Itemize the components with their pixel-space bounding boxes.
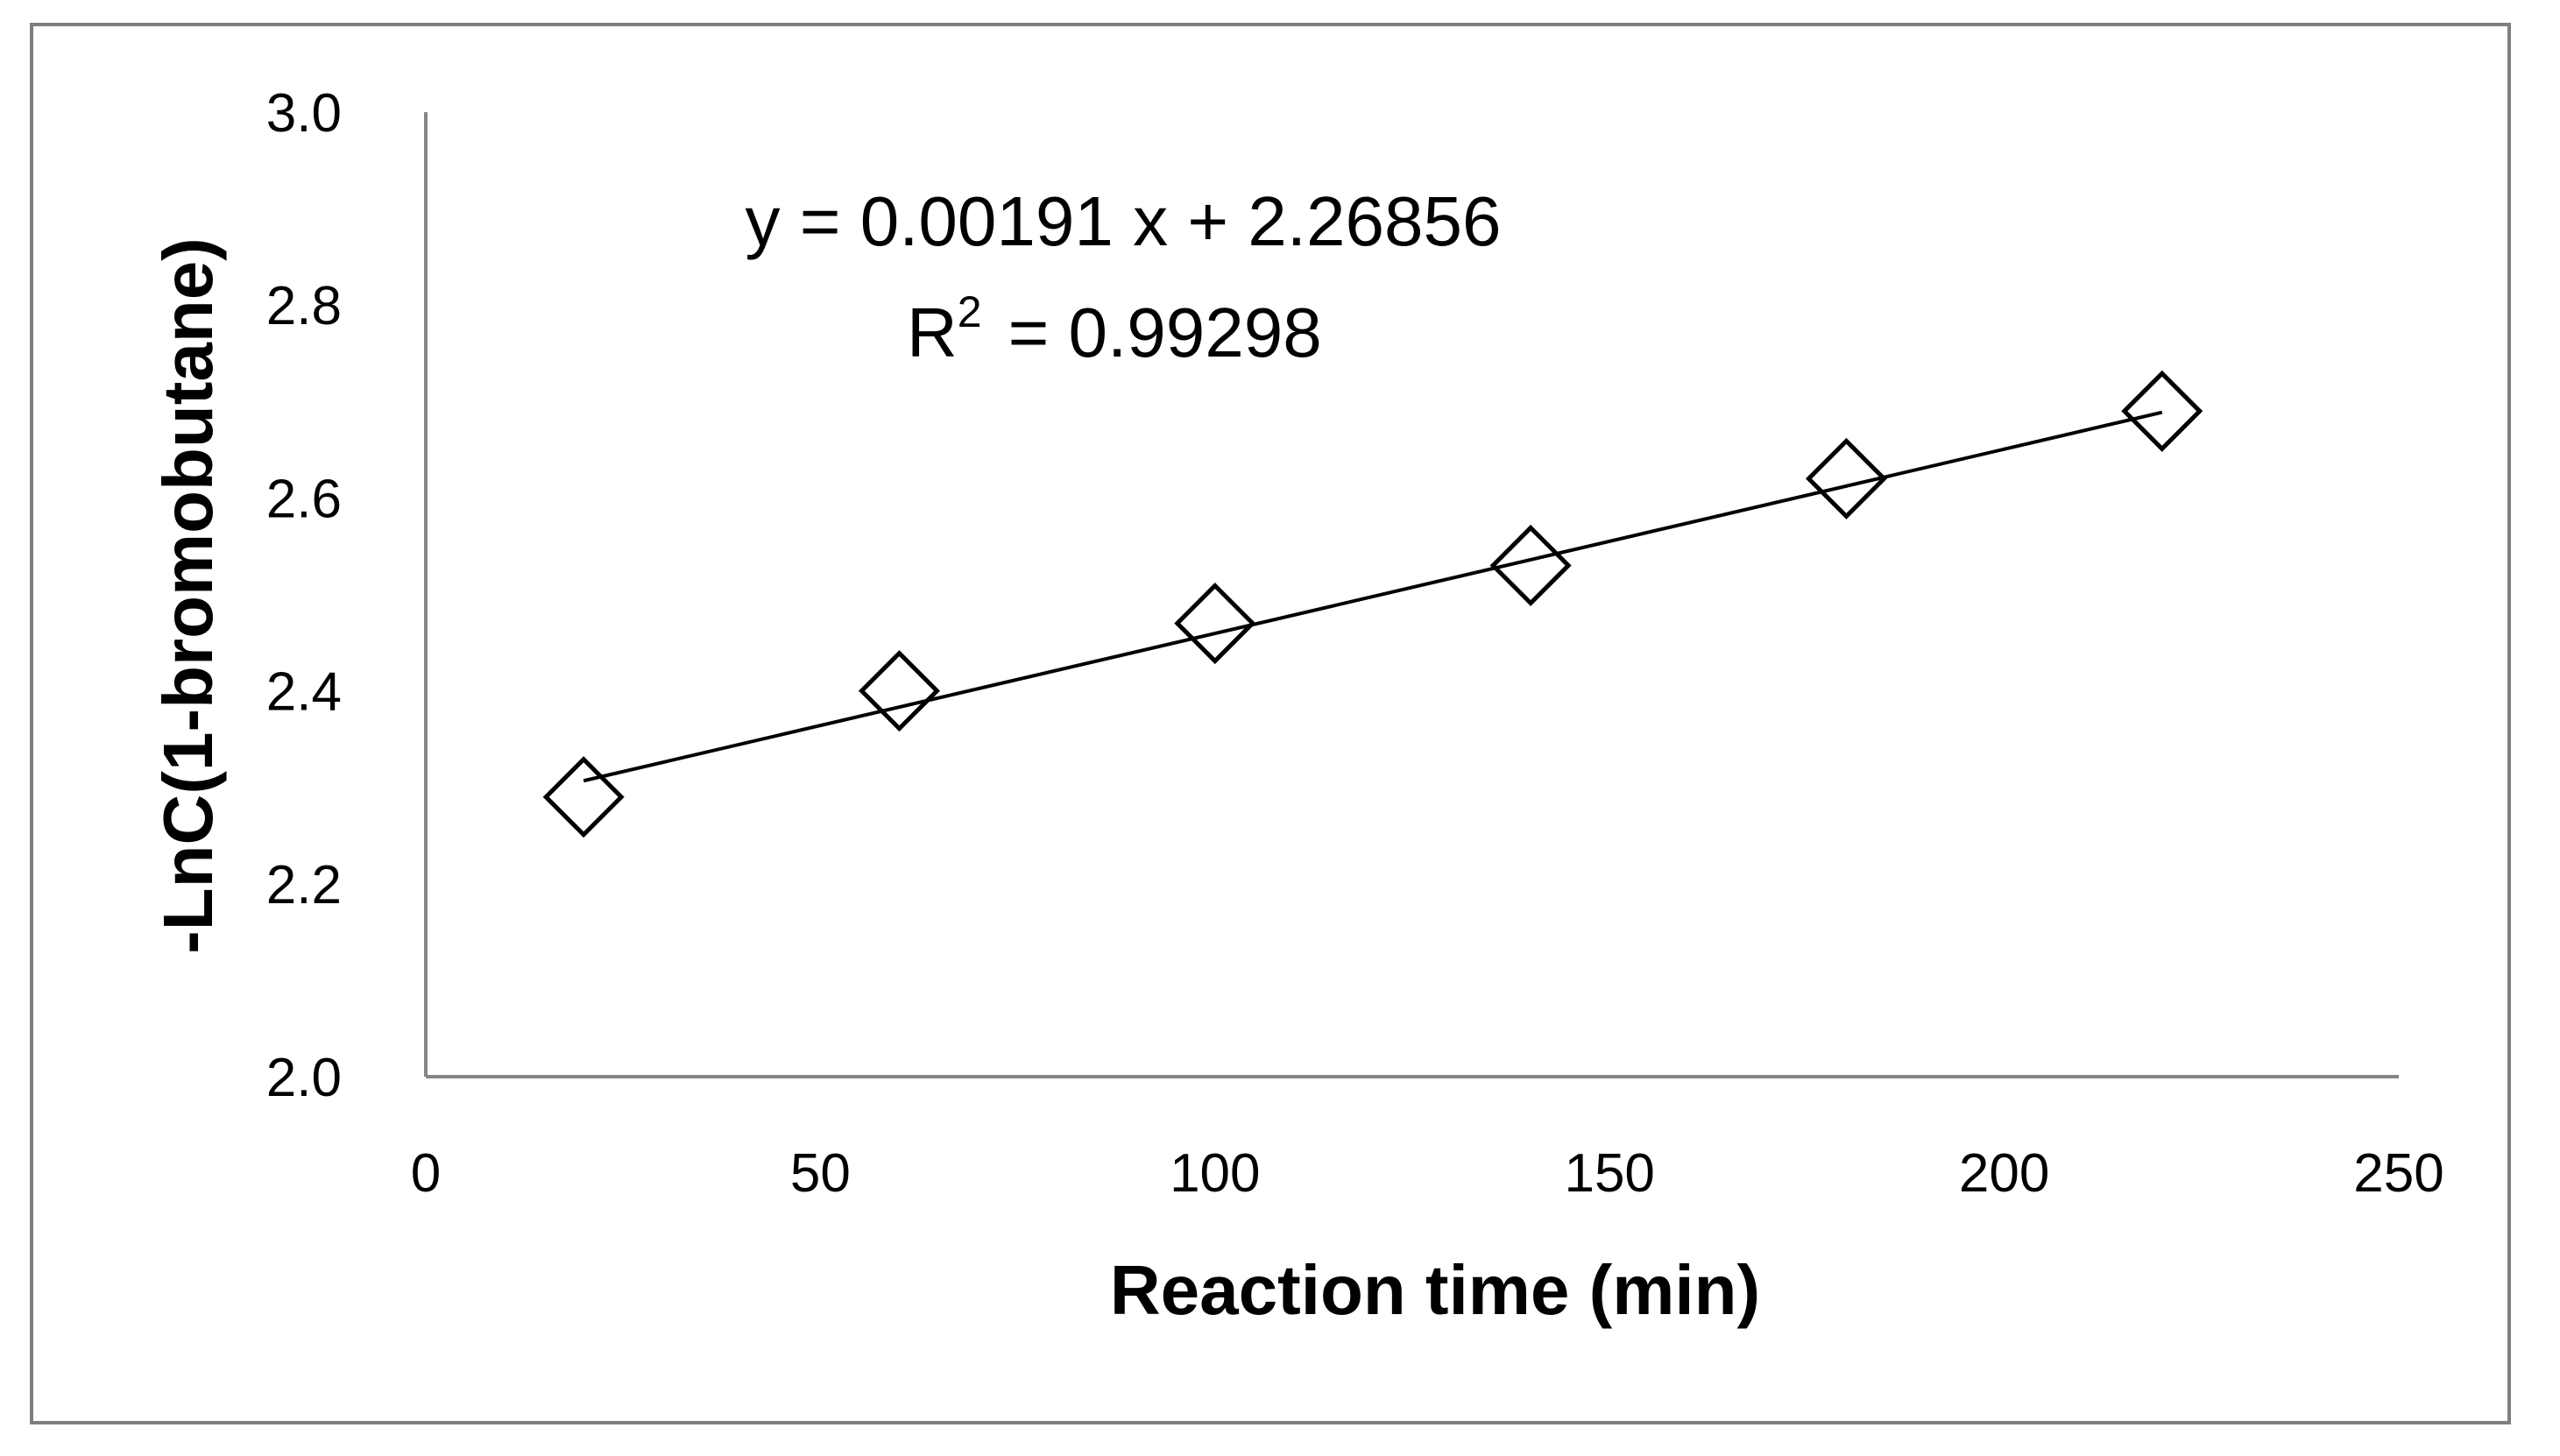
x-tick-label: 150	[1564, 1143, 1654, 1204]
x-tick-label: 0	[411, 1143, 441, 1204]
data-point-marker	[2121, 370, 2203, 452]
y-axis-title: -LnC(1-bromobutane)	[149, 237, 227, 954]
r-squared-prefix: R	[907, 293, 958, 371]
r-squared-value: = 0.99298	[1008, 293, 1322, 371]
trendline	[583, 410, 2163, 783]
r-squared-label: R2 = 0.99298	[907, 287, 1322, 371]
y-tick-label: 2.0	[266, 1048, 342, 1108]
trendline-equation: y = 0.00191 x + 2.26856	[746, 182, 1502, 260]
y-tick-label: 2.2	[266, 855, 342, 915]
y-tick-labels: 2.0 2.2 2.4 2.6 2.8 3.0	[266, 83, 342, 1108]
y-tick-label: 2.4	[266, 662, 342, 723]
x-axis-title: Reaction time (min)	[1110, 1251, 1760, 1329]
y-tick-label: 3.0	[266, 83, 342, 144]
trendline-layer	[583, 410, 2163, 783]
chart-frame	[30, 23, 2511, 1424]
x-tick-label: 200	[1959, 1143, 2049, 1204]
r-squared-superscript: 2	[958, 287, 982, 336]
x-tick-labels: 0 50 100 150 200 250	[411, 1143, 2444, 1204]
data-point-marker	[858, 650, 941, 732]
x-tick-label: 250	[2353, 1143, 2443, 1204]
data-point-marker	[1174, 582, 1256, 665]
y-tick-label: 2.6	[266, 469, 342, 529]
x-tick-label: 50	[790, 1143, 851, 1204]
data-point-marker	[1805, 437, 1887, 519]
data-points	[542, 370, 2203, 838]
data-point-marker	[1489, 524, 1572, 607]
data-point-marker	[542, 756, 625, 838]
y-tick-label: 2.8	[266, 276, 342, 336]
x-tick-label: 100	[1170, 1143, 1260, 1204]
axes	[424, 112, 2399, 1078]
